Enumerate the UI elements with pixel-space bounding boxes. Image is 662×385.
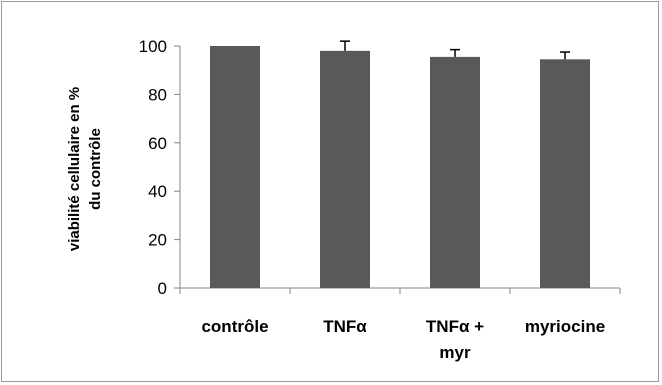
y-tick-label: 20 <box>148 231 167 250</box>
bar <box>210 46 260 288</box>
x-category-label: myriocine <box>525 317 605 336</box>
y-axis-title: viabilité cellulaire en % du contrôle <box>66 87 104 251</box>
x-category-label: contrôle <box>201 317 268 336</box>
x-category-label: TNFα <box>323 317 367 336</box>
x-category-label: myr <box>439 343 471 362</box>
bar <box>540 59 590 289</box>
y-tick-label: 40 <box>148 182 167 201</box>
bar <box>320 50 370 289</box>
y-axis-ticks: 0 20 40 60 80 100 <box>139 37 180 298</box>
y-axis-title-line: viabilité cellulaire en % <box>66 87 83 251</box>
bar <box>430 56 480 288</box>
error-bars <box>340 40 570 60</box>
x-axis-labels: contrôle TNFα TNFα + myr myriocine <box>179 288 621 362</box>
y-tick-label: 60 <box>148 134 167 153</box>
y-tick-label: 0 <box>158 279 167 298</box>
x-category-label: TNFα + <box>426 317 484 336</box>
y-tick-label: 100 <box>139 37 167 56</box>
y-axis-title-line: du contrôle <box>87 128 104 210</box>
bars <box>210 46 590 289</box>
y-tick-label: 80 <box>148 85 167 104</box>
